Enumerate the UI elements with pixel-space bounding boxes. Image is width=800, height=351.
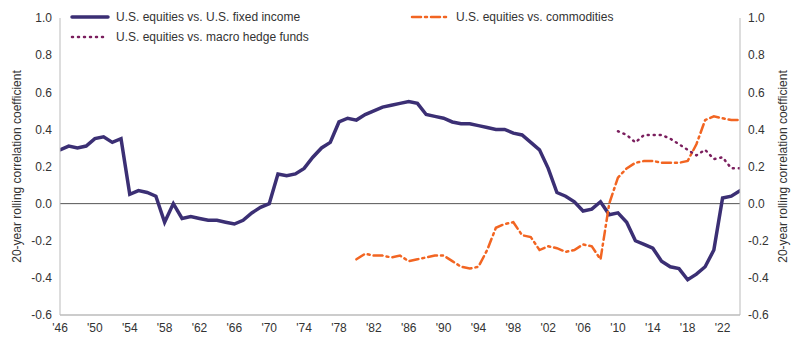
svg-text:'66: '66 xyxy=(227,321,243,335)
svg-text:'62: '62 xyxy=(192,321,208,335)
svg-text:'46: '46 xyxy=(52,321,68,335)
svg-text:-0.2: -0.2 xyxy=(31,234,52,248)
svg-text:'06: '06 xyxy=(575,321,591,335)
svg-text:'14: '14 xyxy=(645,321,661,335)
svg-text:'02: '02 xyxy=(540,321,556,335)
svg-text:0.0: 0.0 xyxy=(748,197,765,211)
html-text:U.S. equities vs. U.S. fixed i: U.S. equities vs. U.S. fixed income xyxy=(116,10,301,24)
svg-text:0.8: 0.8 xyxy=(748,48,765,62)
svg-text:0.4: 0.4 xyxy=(748,123,765,137)
svg-text:1.0: 1.0 xyxy=(35,11,52,25)
svg-text:0.6: 0.6 xyxy=(748,86,765,100)
svg-text:'94: '94 xyxy=(471,321,487,335)
svg-text:'82: '82 xyxy=(366,321,382,335)
svg-text:-0.4: -0.4 xyxy=(748,271,769,285)
svg-text:'86: '86 xyxy=(401,321,417,335)
svg-text:'74: '74 xyxy=(296,321,312,335)
svg-text:'22: '22 xyxy=(715,321,731,335)
svg-text:20-year rolling correlation co: 20-year rolling correlation coefficient xyxy=(10,70,24,263)
svg-text:'70: '70 xyxy=(261,321,277,335)
svg-text:'18: '18 xyxy=(680,321,696,335)
svg-text:0.2: 0.2 xyxy=(35,160,52,174)
svg-text:0.4: 0.4 xyxy=(35,123,52,137)
svg-text:20-year rolling correlation co: 20-year rolling correlation coefficient xyxy=(776,70,790,263)
html-text:U.S. equities vs. commodities: U.S. equities vs. commodities xyxy=(456,10,614,24)
svg-text:'50: '50 xyxy=(87,321,103,335)
svg-text:'58: '58 xyxy=(157,321,173,335)
svg-text:'54: '54 xyxy=(122,321,138,335)
svg-text:0.6: 0.6 xyxy=(35,86,52,100)
svg-text:0.8: 0.8 xyxy=(35,48,52,62)
svg-text:-0.2: -0.2 xyxy=(748,234,769,248)
svg-text:'10: '10 xyxy=(610,321,626,335)
svg-text:0.2: 0.2 xyxy=(748,160,765,174)
svg-text:-0.6: -0.6 xyxy=(31,308,52,322)
html-text:U.S. equities vs. macro hedge: U.S. equities vs. macro hedge funds xyxy=(116,30,309,44)
svg-text:0.0: 0.0 xyxy=(35,197,52,211)
svg-text:'78: '78 xyxy=(331,321,347,335)
svg-text:-0.6: -0.6 xyxy=(748,308,769,322)
svg-text:-0.4: -0.4 xyxy=(31,271,52,285)
svg-text:'90: '90 xyxy=(436,321,452,335)
svg-text:1.0: 1.0 xyxy=(748,11,765,25)
svg-text:'98: '98 xyxy=(506,321,522,335)
